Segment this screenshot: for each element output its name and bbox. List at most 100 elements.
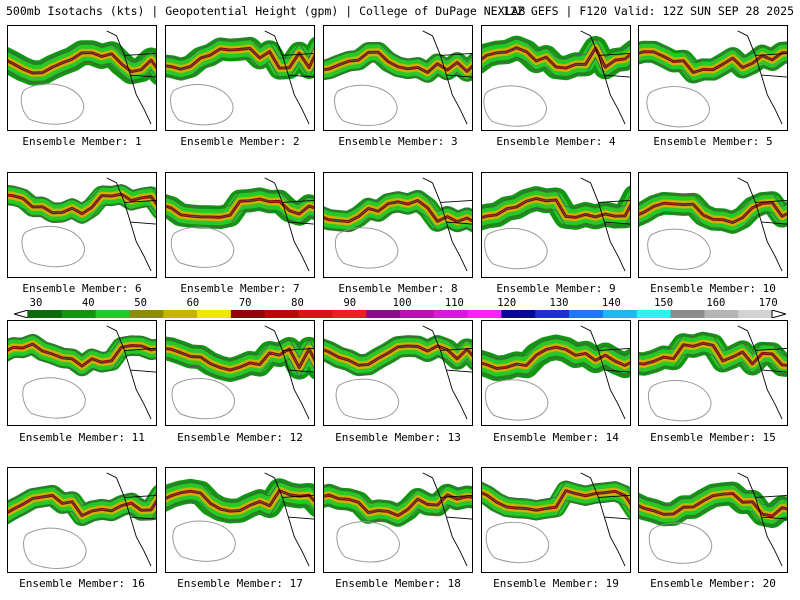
- isotach-colorbar: [14, 310, 786, 318]
- colorbar-tick-label: 160: [706, 297, 726, 309]
- height-contour: [639, 483, 787, 507]
- height-contour-closed: [170, 226, 235, 268]
- ensemble-map-panel: [481, 320, 631, 426]
- height-contour: [482, 336, 630, 360]
- header: 500mb Isotachs (kts) | Geopotential Heig…: [6, 4, 794, 18]
- height-contour: [482, 198, 630, 218]
- height-contour-closed: [171, 377, 235, 420]
- colorbar-segment: [264, 310, 300, 318]
- ensemble-map-panel: [638, 320, 788, 426]
- coastline: [264, 177, 314, 272]
- model-run-valid-time: 12Z GEFS | F120 Valid: 12Z SUN SEP 28 20…: [503, 4, 794, 18]
- height-contour: [8, 203, 156, 224]
- colorbar-segment: [129, 310, 164, 318]
- height-contour: [166, 490, 314, 512]
- ensemble-map-panel: [165, 172, 315, 278]
- ensemble-member-label: Ensemble Member: 18: [335, 577, 461, 590]
- height-contour-closed: [484, 227, 548, 270]
- colorbar-labels: 30 40 50 60 70 80 90 100 110 120 130 140 150 160 170: [14, 297, 786, 309]
- ensemble-member-label: Ensemble Member: 13: [335, 431, 461, 444]
- ensemble-map-panel: [323, 172, 473, 278]
- height-contour: [639, 502, 787, 527]
- colorbar-tick-label: 140: [601, 297, 621, 309]
- colorbar-tick-label: 40: [81, 297, 95, 309]
- ensemble-member-label: Ensemble Member: 10: [650, 282, 776, 295]
- coastline: [422, 472, 472, 567]
- ensemble-member-label: Ensemble Member: 1: [22, 135, 142, 148]
- coastline: [106, 177, 156, 272]
- coastline: [422, 325, 472, 420]
- colorbar-tick-label: 150: [654, 297, 674, 309]
- colorbar-tick-label: 100: [392, 297, 412, 309]
- ensemble-map-panel: [165, 320, 315, 426]
- ensemble-map-panel: [323, 467, 473, 573]
- ensemble-member-label: Ensemble Member: 19: [493, 577, 619, 590]
- height-contour: [166, 198, 314, 218]
- height-contour: [166, 57, 314, 80]
- ensemble-member-label: Ensemble Member: 8: [338, 282, 458, 295]
- height-contour: [639, 211, 787, 233]
- height-contour-closed: [172, 520, 236, 562]
- coastline: [264, 325, 314, 420]
- colorbar-segment: [332, 310, 367, 318]
- colorbar-segment: [602, 310, 638, 318]
- colorbar-tick-label: 80: [291, 297, 304, 309]
- colorbar-max-arrow: [771, 310, 786, 318]
- height-contour: [639, 352, 787, 376]
- colorbar-min-arrow: [14, 310, 29, 318]
- height-contour: [8, 62, 156, 84]
- colorbar-segment: [366, 310, 401, 318]
- ensemble-member-label: Ensemble Member: 6: [22, 282, 142, 295]
- colorbar-segment: [197, 310, 232, 318]
- height-contour: [482, 500, 630, 521]
- colorbar-segment: [95, 310, 130, 318]
- height-contour: [324, 504, 472, 526]
- height-contour: [166, 348, 314, 371]
- height-contour-closed: [334, 227, 399, 269]
- ensemble-map-panel: [481, 25, 631, 131]
- colorbar-tick-label: 110: [444, 297, 464, 309]
- height-contour-closed: [170, 84, 234, 126]
- coastline: [580, 325, 630, 420]
- colorbar-segment: [670, 310, 705, 318]
- colorbar-segment: [467, 310, 502, 318]
- height-contour: [8, 193, 156, 215]
- coastline: [580, 30, 630, 125]
- ensemble-member-label: Ensemble Member: 20: [650, 577, 776, 590]
- height-contour: [482, 207, 630, 228]
- coastline: [106, 30, 156, 125]
- ensemble-member-label: Ensemble Member: 5: [653, 135, 773, 148]
- height-contour: [639, 51, 787, 73]
- height-contour: [166, 208, 314, 228]
- height-contour-closed: [21, 225, 85, 268]
- coastline: [422, 30, 472, 125]
- height-contour-closed: [335, 378, 400, 420]
- ensemble-map-panel: [481, 172, 631, 278]
- height-contour: [166, 357, 314, 381]
- height-contour: [8, 333, 156, 357]
- ensemble-member-label: Ensemble Member: 15: [650, 431, 776, 444]
- ensemble-member-label: Ensemble Member: 2: [180, 135, 300, 148]
- coastline: [737, 325, 787, 420]
- height-contour: [324, 494, 472, 517]
- height-contour-closed: [647, 228, 711, 270]
- height-contour: [166, 480, 314, 502]
- height-contour: [8, 42, 156, 64]
- height-contour: [324, 41, 472, 64]
- height-contour: [482, 480, 630, 501]
- colorbar-segment: [61, 310, 97, 318]
- ensemble-map-panel: [7, 467, 157, 573]
- product-title: 500mb Isotachs (kts) | Geopotential Heig…: [6, 4, 526, 18]
- colorbar-segment: [433, 310, 469, 318]
- height-contour: [324, 61, 472, 83]
- coastline: [580, 472, 630, 567]
- colorbar-tick-label: 90: [343, 297, 357, 309]
- height-contour: [482, 188, 630, 209]
- ensemble-map-panel: [7, 172, 157, 278]
- height-contour: [8, 494, 156, 517]
- colorbar-tick-label: 50: [134, 297, 147, 309]
- height-contour: [324, 484, 472, 507]
- ensemble-member-label: Ensemble Member: 11: [19, 431, 145, 444]
- height-contour-closed: [20, 83, 85, 125]
- height-contour: [166, 338, 314, 361]
